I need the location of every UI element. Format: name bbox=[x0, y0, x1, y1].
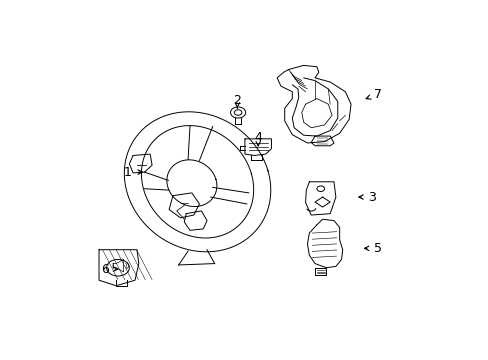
Text: 4: 4 bbox=[254, 131, 262, 144]
Text: 7: 7 bbox=[373, 88, 381, 101]
Text: 2: 2 bbox=[233, 94, 241, 107]
Text: 6: 6 bbox=[101, 262, 108, 276]
Text: 5: 5 bbox=[373, 242, 381, 255]
Text: 1: 1 bbox=[123, 166, 131, 179]
Text: 3: 3 bbox=[367, 190, 375, 203]
